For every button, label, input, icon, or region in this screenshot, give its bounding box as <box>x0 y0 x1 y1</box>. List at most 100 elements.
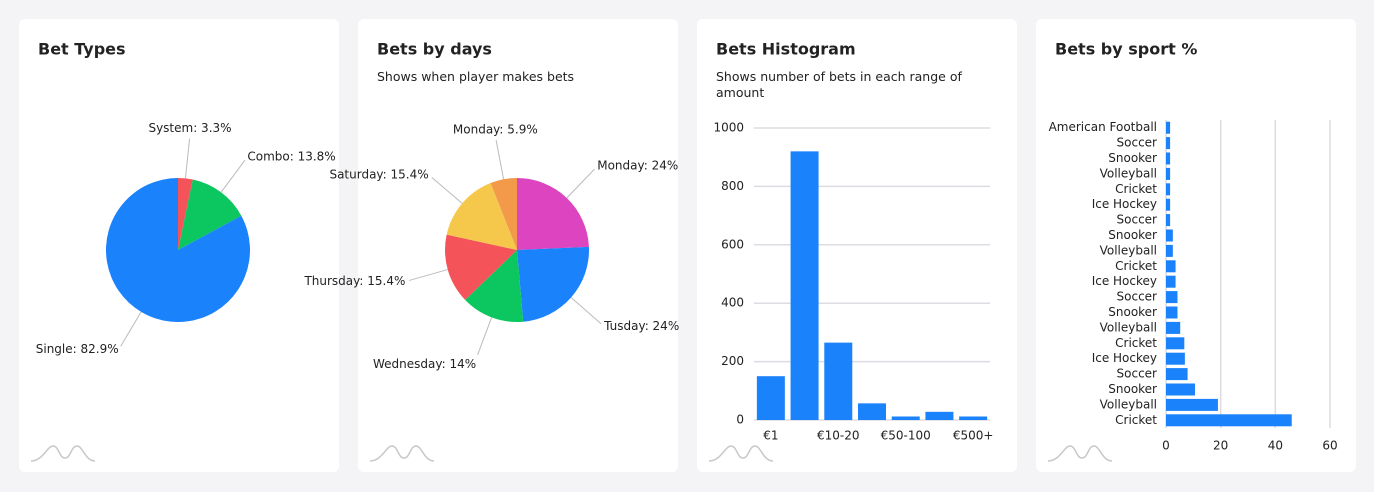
y-tick-label: Soccer <box>1117 290 1158 304</box>
logo <box>708 445 774 462</box>
subtitle-box: Shows number of bets in each range of am… <box>716 69 962 100</box>
x-tick-label: €50-100 <box>881 429 931 443</box>
bar <box>1166 383 1195 396</box>
logo <box>1047 445 1113 462</box>
y-tick-label: Cricket <box>1115 182 1157 196</box>
bar <box>1166 398 1218 411</box>
leader-line <box>570 297 602 325</box>
bar <box>1166 337 1185 350</box>
x-tick-label: 20 <box>1213 439 1228 453</box>
leader-line <box>495 139 505 180</box>
leader-line <box>477 317 493 356</box>
x-tick-label: 60 <box>1322 439 1337 453</box>
pie-slice <box>446 183 517 250</box>
y-tick-label: Soccer <box>1117 213 1158 227</box>
y-tick-label: Cricket <box>1115 336 1157 350</box>
pie-slice <box>178 179 242 250</box>
leader-line <box>431 177 463 204</box>
y-tick-label: Volleyball <box>1100 397 1157 411</box>
y-tick-label: Volleyball <box>1100 166 1157 180</box>
leader-line <box>184 138 191 179</box>
bar <box>1166 368 1188 381</box>
x-tick-label: €500+ <box>953 429 994 443</box>
pie-slice <box>465 250 524 322</box>
pie-slice <box>178 178 193 250</box>
y-tick-label: Ice Hockey <box>1092 351 1157 365</box>
y-tick-label: 1000 <box>713 121 744 135</box>
bar <box>1166 214 1171 227</box>
bar <box>1166 414 1292 427</box>
pie-slice <box>517 178 589 250</box>
y-tick-label: Ice Hockey <box>1092 197 1157 211</box>
slice-label: Saturday: 15.4% <box>329 167 428 181</box>
bar <box>824 342 853 420</box>
slice-label: Thursday: 15.4% <box>303 274 405 288</box>
chart-title: Bets Histogram <box>716 40 856 59</box>
bar <box>1166 352 1185 365</box>
leader-line <box>566 168 595 199</box>
bar <box>1166 167 1171 180</box>
y-tick-label: 200 <box>721 354 744 368</box>
y-tick-label: Ice Hockey <box>1092 274 1157 288</box>
bar <box>1166 291 1178 304</box>
logo <box>30 445 96 462</box>
bar <box>1166 183 1171 196</box>
chart-subtitle: Shows number of bets in each range of am… <box>716 69 962 100</box>
bar <box>925 411 954 420</box>
leader-line <box>220 159 246 193</box>
bar <box>1166 152 1171 165</box>
slice-label: Wednesday: 14% <box>373 357 476 371</box>
x-tick-label: €10-20 <box>817 429 860 443</box>
x-tick-label: 0 <box>1162 439 1170 453</box>
y-tick-label: Volleyball <box>1100 243 1157 257</box>
slice-label: Single: 82.9% <box>36 342 119 356</box>
slice-label: Tusday: 24% <box>603 319 679 333</box>
subtitle-box: Shows when player makes bets <box>377 69 575 84</box>
bar <box>1166 260 1176 273</box>
y-tick-label: Snooker <box>1108 382 1157 396</box>
bar <box>1166 137 1171 150</box>
slice-label: Monday: 5.9% <box>453 123 538 137</box>
y-tick-label: 0 <box>736 413 744 427</box>
bar <box>756 376 785 420</box>
y-tick-label: Cricket <box>1115 413 1157 427</box>
chart-title: Bet Types <box>38 40 126 59</box>
leader-line <box>409 269 448 281</box>
bar <box>1166 306 1178 319</box>
bar <box>858 403 886 420</box>
bar <box>1166 121 1171 134</box>
y-tick-label: 800 <box>721 179 744 193</box>
pie-slice <box>106 178 251 323</box>
y-tick-label: 400 <box>721 296 744 310</box>
x-tick-label: €1 <box>763 429 778 443</box>
pie-slice <box>445 234 517 300</box>
y-tick-label: Snooker <box>1108 228 1157 242</box>
bar <box>1166 198 1171 211</box>
chart-title: Bets by sport % <box>1055 40 1197 59</box>
chart-title: Bets by days <box>377 40 492 59</box>
chart-subtitle: Shows when player makes bets <box>377 69 575 84</box>
y-tick-label: Volleyball <box>1100 320 1157 334</box>
slice-label: Combo: 13.8% <box>247 150 335 164</box>
logo <box>369 445 435 462</box>
y-tick-label: Soccer <box>1117 136 1158 150</box>
bar <box>790 151 819 421</box>
bar <box>1166 275 1176 288</box>
slice-label: System: 3.3% <box>148 121 231 135</box>
slice-label: Monday: 24% <box>597 159 678 173</box>
bar <box>1166 229 1173 242</box>
y-tick-label: Soccer <box>1117 367 1158 381</box>
leader-line <box>120 311 142 347</box>
x-tick-label: 40 <box>1268 439 1283 453</box>
y-tick-label: 600 <box>721 237 744 251</box>
bar <box>891 416 920 420</box>
pie-slice <box>517 246 589 322</box>
pie-slice <box>490 178 517 250</box>
bar <box>959 416 988 420</box>
y-tick-label: Snooker <box>1108 151 1157 165</box>
y-tick-label: Snooker <box>1108 305 1157 319</box>
bar <box>1166 321 1181 334</box>
y-tick-label: American Football <box>1049 120 1157 134</box>
bar <box>1166 244 1173 257</box>
y-tick-label: Cricket <box>1115 259 1157 273</box>
